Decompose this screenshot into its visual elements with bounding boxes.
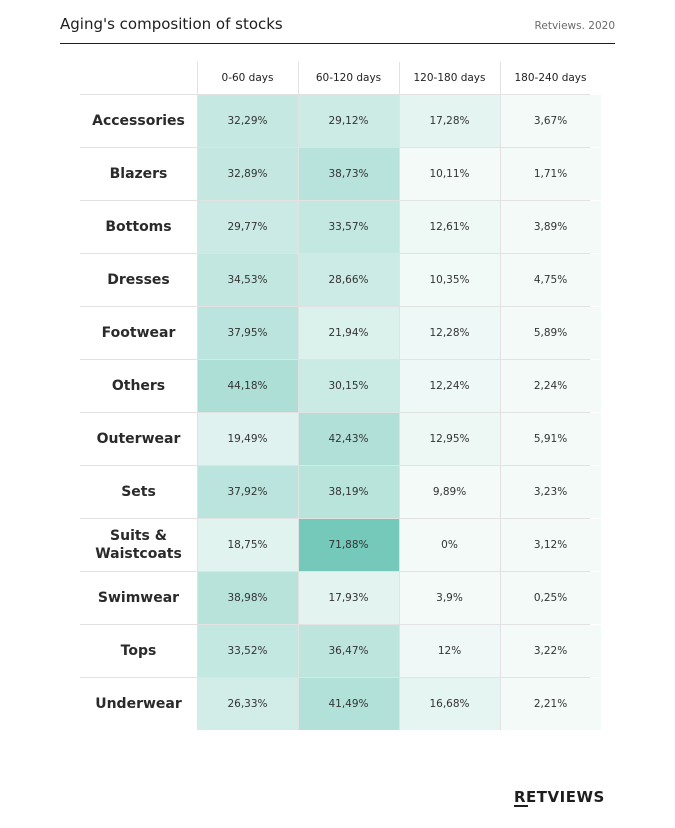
column-divider	[500, 62, 501, 730]
row-divider	[80, 200, 590, 201]
column-divider	[399, 62, 400, 730]
heatmap-cell: 4,75%	[500, 254, 601, 306]
row-label: Others	[111, 378, 166, 394]
heatmap-cell: 32,89%	[197, 148, 298, 200]
heatmap-cell: 12,24%	[399, 360, 500, 412]
row-divider	[80, 465, 590, 466]
heatmap-cell: 42,43%	[298, 413, 399, 465]
row-divider	[80, 147, 590, 148]
column-header: 120-180 days	[413, 72, 486, 84]
heatmap-cell: 16,68%	[399, 678, 500, 730]
row-divider	[80, 359, 590, 360]
row-label: Sets	[121, 484, 156, 500]
heatmap-cell: 0,25%	[500, 572, 601, 624]
heatmap-cell: 38,98%	[197, 572, 298, 624]
heatmap-cell: 37,95%	[197, 307, 298, 359]
chart-header: Aging's composition of stocks Retviews. …	[60, 0, 615, 44]
column-divider	[197, 62, 198, 730]
row-divider	[80, 571, 590, 572]
heatmap-cell: 26,33%	[197, 678, 298, 730]
heatmap-cell: 12,28%	[399, 307, 500, 359]
heatmap-cell: 33,52%	[197, 625, 298, 677]
heatmap-cell: 29,12%	[298, 95, 399, 147]
chart-title: Aging's composition of stocks	[60, 15, 283, 33]
heatmap-cell: 3,67%	[500, 95, 601, 147]
row-label: Outerwear	[96, 431, 181, 447]
heatmap-cell: 38,19%	[298, 466, 399, 518]
row-label: Tops	[120, 643, 157, 659]
heatmap-cell: 0%	[399, 519, 500, 571]
heatmap-cell: 12,61%	[399, 201, 500, 253]
heatmap-cell: 2,21%	[500, 678, 601, 730]
heatmap-cell: 17,93%	[298, 572, 399, 624]
heatmap-cell: 36,47%	[298, 625, 399, 677]
heatmap-cell: 34,53%	[197, 254, 298, 306]
source-note: Retviews. 2020	[534, 20, 615, 32]
row-label: Suits & Waistcoats	[95, 528, 182, 562]
row-label: Blazers	[109, 166, 168, 182]
heatmap-cell: 5,91%	[500, 413, 601, 465]
row-label: Footwear	[101, 325, 176, 341]
row-label: Bottoms	[105, 219, 172, 235]
heatmap-cell: 41,49%	[298, 678, 399, 730]
heatmap-cell: 18,75%	[197, 519, 298, 571]
logo-underline	[514, 805, 528, 807]
heatmap-cell: 28,66%	[298, 254, 399, 306]
heatmap-cell: 12,95%	[399, 413, 500, 465]
row-label: Underwear	[95, 696, 182, 712]
retviews-logo: RETVIEWS	[514, 788, 605, 806]
heatmap-cell: 3,12%	[500, 519, 601, 571]
row-divider	[80, 253, 590, 254]
heatmap-cell: 3,22%	[500, 625, 601, 677]
heatmap-cell: 12%	[399, 625, 500, 677]
heatmap-cell: 3,23%	[500, 466, 601, 518]
column-header: 0-60 days	[221, 72, 274, 84]
heatmap-cell: 19,49%	[197, 413, 298, 465]
heatmap-cell: 9,89%	[399, 466, 500, 518]
heatmap-cell: 30,15%	[298, 360, 399, 412]
row-divider	[80, 306, 590, 307]
heatmap-cell: 3,9%	[399, 572, 500, 624]
heatmap-cell: 21,94%	[298, 307, 399, 359]
row-divider	[80, 518, 590, 519]
row-label: Swimwear	[97, 590, 180, 606]
heatmap-cell: 29,77%	[197, 201, 298, 253]
heatmap-cell: 2,24%	[500, 360, 601, 412]
row-divider	[80, 677, 590, 678]
heatmap-cell: 71,88%	[298, 519, 399, 571]
heatmap-table: 0-60 days 60-120 days 120-180 days 180-240 …	[80, 62, 601, 730]
heatmap-cell: 1,71%	[500, 148, 601, 200]
heatmap-cell: 33,57%	[298, 201, 399, 253]
column-header: 60-120 days	[315, 72, 382, 84]
row-label: Dresses	[107, 272, 170, 288]
column-header: 180-240 days	[514, 72, 587, 84]
heatmap-cell: 17,28%	[399, 95, 500, 147]
heatmap-cell: 32,29%	[197, 95, 298, 147]
column-divider	[298, 62, 299, 730]
heatmap-cell: 5,89%	[500, 307, 601, 359]
row-divider	[80, 94, 590, 95]
heatmap-cell: 3,89%	[500, 201, 601, 253]
heatmap-cell: 10,11%	[399, 148, 500, 200]
heatmap-cell: 38,73%	[298, 148, 399, 200]
heatmap-cell: 10,35%	[399, 254, 500, 306]
heatmap-cell: 44,18%	[197, 360, 298, 412]
row-divider	[80, 624, 590, 625]
heatmap-cell: 37,92%	[197, 466, 298, 518]
row-divider	[80, 412, 590, 413]
row-label: Accessories	[92, 113, 185, 129]
